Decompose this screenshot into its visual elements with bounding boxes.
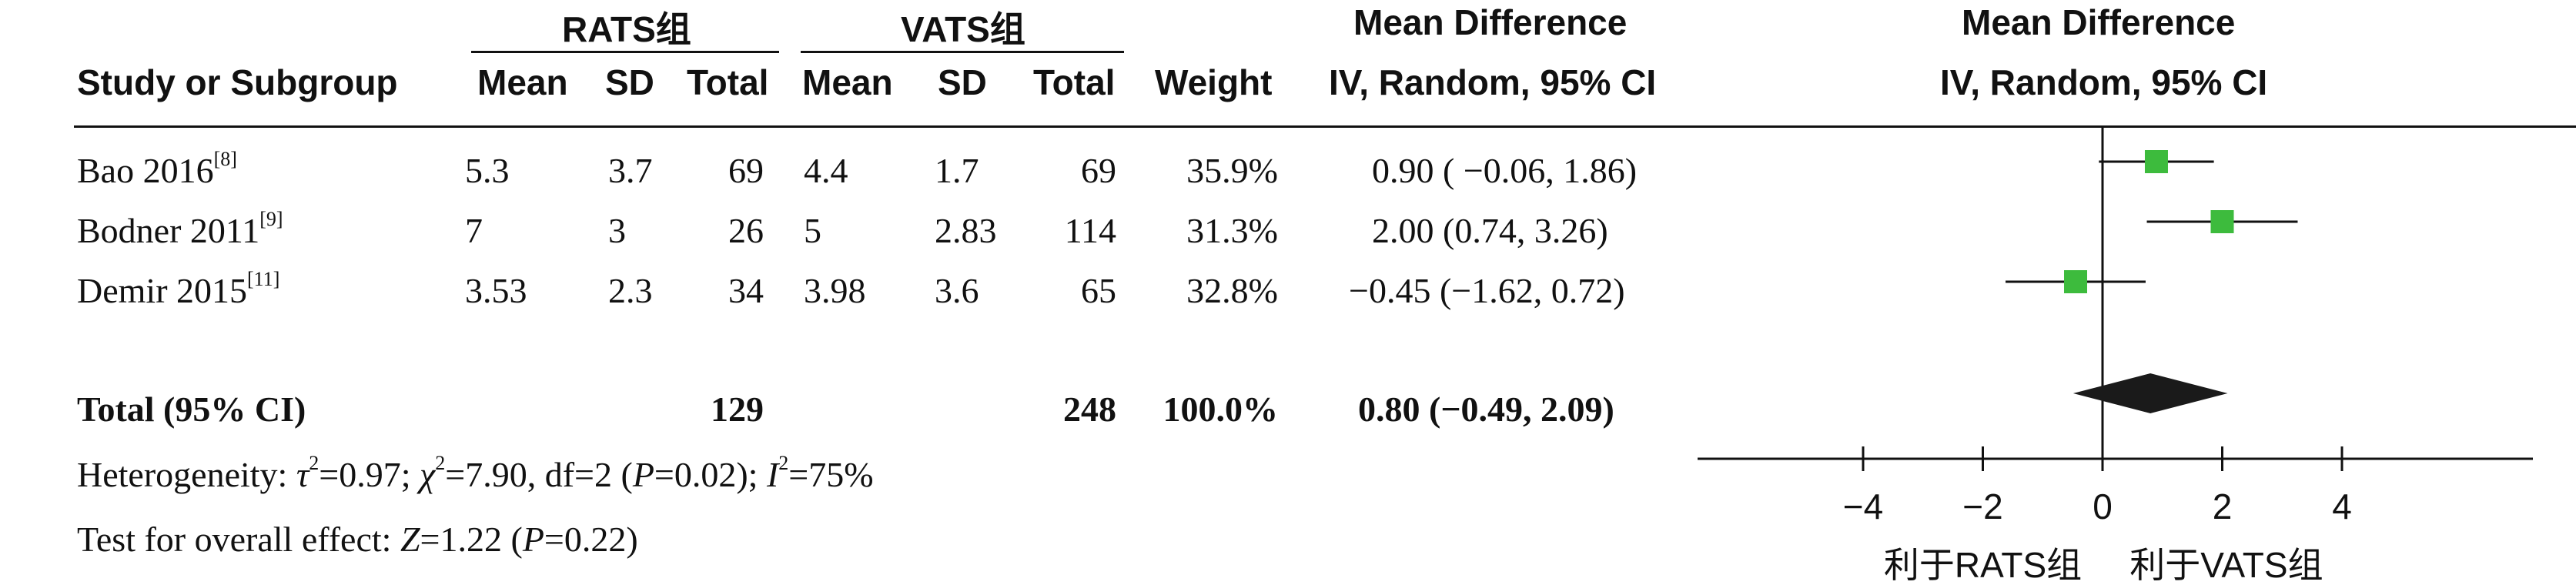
study-name: Bao 2016[8] [77, 148, 237, 191]
x-tick-label: −4 [1843, 486, 1883, 526]
mean2-value: 4.4 [804, 151, 848, 190]
mean2-header: Mean [802, 62, 893, 102]
sd2-value: 2.83 [935, 211, 997, 250]
study-name: Demir 2015[11] [77, 268, 280, 311]
total1-sum: 129 [711, 389, 764, 429]
total1-header: Total [687, 62, 769, 102]
sd1-value: 2.3 [608, 271, 653, 310]
group1-underline [471, 51, 779, 53]
x-tick-label: 0 [2093, 486, 2113, 526]
study-name: Bodner 2011[9] [77, 208, 283, 251]
x-tick-label: −2 [1962, 486, 2002, 526]
overall-effect-text: Test for overall effect: Z=1.22 (P=0.22) [77, 520, 638, 559]
study-effect-marker [2144, 150, 2168, 173]
mean1-value: 5.3 [465, 151, 510, 190]
group2-header: VATS组 [901, 9, 1025, 49]
heterogeneity-text: Heterogeneity: τ2=0.97; χ2=7.90, df=2 (P… [77, 452, 874, 495]
x-tick-label: 2 [2213, 486, 2233, 526]
total2-header: Total [1033, 62, 1116, 102]
mean1-value: 3.53 [465, 271, 527, 310]
ci-value: −0.45 (−1.62, 0.72) [1349, 271, 1625, 310]
ci-value: 0.90 ( −0.06, 1.86) [1372, 151, 1638, 190]
mean2-value: 3.98 [804, 271, 866, 310]
weight-value: 35.9% [1186, 151, 1278, 190]
group1-header: RATS组 [562, 9, 691, 49]
study-reference: [11] [247, 268, 280, 290]
study-effect-marker [2064, 270, 2088, 293]
sd1-value: 3 [608, 211, 626, 250]
sd1-header: SD [605, 62, 654, 102]
plot-method-header: IV, Random, 95% CI [1940, 62, 2268, 102]
sd1-value: 3.7 [608, 151, 653, 190]
mean1-value: 7 [465, 211, 483, 250]
favours-right-label: 利于VATS组 [2129, 545, 2323, 585]
total2-value: 65 [1081, 271, 1116, 310]
mean2-value: 5 [804, 211, 821, 250]
weight-value: 32.8% [1186, 271, 1278, 310]
md-title: Mean Difference [1353, 2, 1628, 42]
total2-sum: 248 [1063, 389, 1116, 429]
study-reference: [9] [259, 208, 283, 230]
weight-value: 31.3% [1186, 211, 1278, 250]
total1-value: 34 [728, 271, 764, 310]
x-tick-label: 4 [2332, 486, 2352, 526]
pooled-effect-diamond [2073, 373, 2228, 413]
total2-value: 69 [1081, 151, 1116, 190]
study-effect-marker [2210, 210, 2234, 233]
md-method-header: IV, Random, 95% CI [1329, 62, 1657, 102]
sd2-header: SD [938, 62, 987, 102]
weight-header: Weight [1155, 62, 1273, 102]
total1-value: 26 [728, 211, 764, 250]
ci-value: 2.00 (0.74, 3.26) [1372, 211, 1608, 250]
header-rule [74, 125, 2576, 128]
plot-title: Mean Difference [1962, 2, 2236, 42]
group2-underline [801, 51, 1124, 53]
total-label: Total (95% CI) [77, 389, 306, 429]
mean1-header: Mean [477, 62, 568, 102]
total2-value: 114 [1064, 211, 1116, 250]
sd2-value: 1.7 [935, 151, 979, 190]
study-reference: [8] [213, 148, 237, 170]
total-ci: 0.80 (−0.49, 2.09) [1358, 389, 1614, 429]
total-weight: 100.0% [1163, 389, 1279, 429]
total1-value: 69 [728, 151, 764, 190]
favours-left-label: 利于RATS组 [1884, 545, 2082, 585]
sd2-value: 3.6 [935, 271, 979, 310]
study-col-header: Study or Subgroup [77, 62, 398, 102]
